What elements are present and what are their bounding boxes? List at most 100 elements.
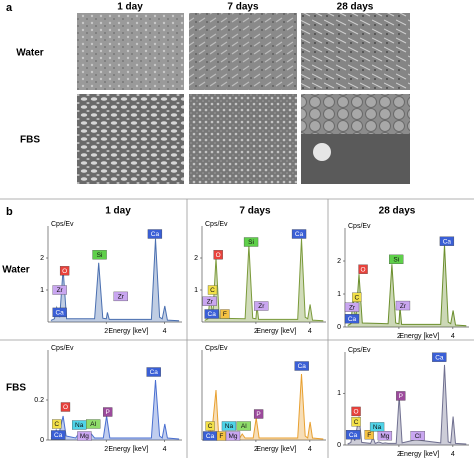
element-label: F	[223, 311, 227, 318]
element-label: O	[354, 409, 359, 416]
sem-image	[189, 94, 297, 184]
x-axis-label: Energy [keV]	[256, 446, 296, 453]
element-label: O	[62, 268, 67, 275]
y-tick-label: 0	[40, 437, 44, 444]
element-label: Ca	[295, 231, 304, 238]
element-box	[113, 291, 128, 302]
column-header: 28 days	[379, 206, 416, 217]
x-tick-label: 4	[308, 446, 312, 453]
column-header: 7 days	[239, 206, 271, 217]
x-tick-label: 4	[451, 333, 455, 340]
element-box	[220, 309, 230, 319]
x-tick-label: 2	[254, 446, 258, 453]
element-box	[86, 419, 101, 429]
element-label: Zr	[207, 298, 214, 305]
element-label: Ca	[298, 363, 307, 370]
element-label: Na	[225, 423, 234, 430]
element-box	[291, 229, 307, 239]
element-box	[352, 292, 362, 302]
y-tick-label: 1	[337, 291, 341, 298]
element-label: P	[256, 411, 260, 418]
element-label: F	[219, 433, 223, 440]
element-label: Al	[241, 423, 247, 430]
element-label: Ca	[208, 311, 217, 318]
element-label: Mg	[228, 433, 237, 440]
x-tick-label: 2	[397, 333, 401, 340]
panel-label: a	[6, 2, 13, 14]
y-tick-label: 0	[337, 324, 341, 331]
row-label: FBS	[6, 383, 26, 394]
element-box	[103, 407, 113, 417]
column-header: 28 days	[337, 2, 374, 13]
element-box	[439, 236, 455, 246]
y-tick-label: 2	[337, 258, 341, 265]
sem-image	[77, 13, 184, 90]
x-tick-label: 4	[451, 451, 455, 458]
element-label: C	[208, 423, 213, 430]
sem-image-detail	[313, 143, 331, 161]
element-label: Na	[373, 424, 382, 431]
element-box	[395, 300, 411, 311]
element-box	[410, 431, 425, 441]
element-box	[146, 367, 161, 377]
element-box	[344, 314, 360, 324]
element-box	[396, 391, 406, 401]
sem-image	[189, 13, 297, 90]
element-label: F	[367, 432, 371, 439]
element-label: Si	[393, 257, 399, 264]
element-box	[52, 285, 67, 295]
element-box	[204, 309, 219, 319]
x-axis-label: Energy [keV]	[399, 451, 439, 458]
element-label: P	[399, 393, 403, 400]
element-label: Ca	[150, 369, 159, 376]
element-box	[207, 285, 218, 295]
element-box	[52, 307, 67, 318]
element-label: Si	[248, 239, 254, 246]
element-box	[345, 430, 361, 440]
x-axis-label: Energy [keV]	[256, 328, 296, 335]
element-box	[147, 229, 163, 239]
x-tick-label: 2	[254, 328, 258, 335]
element-label: Zr	[349, 304, 356, 311]
element-box	[225, 431, 241, 441]
spectrum	[347, 244, 467, 327]
element-label: O	[361, 266, 366, 273]
column-header: 1 day	[117, 2, 143, 13]
y-axis-label: Cps/Ev	[348, 347, 371, 354]
y-axis-label: Cps/Ev	[51, 345, 74, 352]
element-label: Zr	[118, 294, 125, 301]
spectrum-fill	[50, 380, 180, 440]
element-box	[253, 409, 264, 419]
sem-image	[77, 94, 184, 184]
sem-image-detail	[301, 94, 410, 134]
element-box	[254, 301, 269, 311]
element-label: Cl	[415, 433, 422, 440]
x-axis-label: Energy [keV]	[108, 446, 148, 453]
element-box	[60, 402, 71, 412]
element-box	[432, 352, 447, 362]
element-label: C	[210, 287, 215, 294]
element-label: Zr	[400, 303, 407, 310]
element-label: O	[63, 404, 68, 411]
element-label: Ca	[206, 433, 215, 440]
x-tick-label: 4	[163, 328, 167, 335]
row-label: FBS	[20, 135, 40, 146]
x-tick-label: 2	[397, 451, 401, 458]
spectrum-fill	[347, 244, 467, 327]
x-axis-label: Energy [keV]	[399, 333, 439, 340]
element-label: C	[54, 421, 59, 428]
x-axis-label: Energy [keV]	[108, 328, 148, 335]
element-box	[369, 422, 385, 432]
sem-image	[301, 13, 410, 90]
panel-grid	[0, 198, 474, 458]
row-label: Water	[16, 48, 44, 59]
element-label: Ca	[443, 238, 452, 245]
spectrum	[50, 238, 180, 322]
y-tick-label: 0	[337, 442, 341, 449]
element-label: C	[355, 295, 360, 302]
element-label: Ca	[55, 310, 64, 317]
element-label: Ca	[348, 316, 357, 323]
element-box	[294, 361, 309, 371]
x-tick-label: 4	[308, 328, 312, 335]
